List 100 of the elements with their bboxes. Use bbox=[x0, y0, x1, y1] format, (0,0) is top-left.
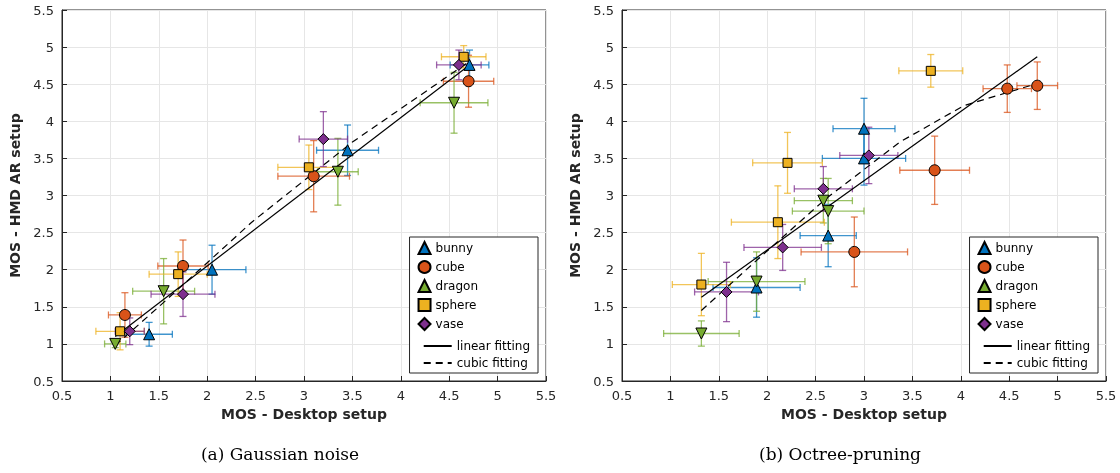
x-tick-label: 1 bbox=[666, 388, 675, 403]
point bbox=[1031, 79, 1044, 92]
x-tick-label: 3 bbox=[299, 388, 309, 403]
legend-label: cubic fitting bbox=[1016, 356, 1088, 370]
legend-label: vase bbox=[435, 317, 464, 331]
point bbox=[143, 328, 156, 341]
y-axis-title: MOS - HMD AR setup bbox=[567, 113, 584, 278]
legend-label: vase bbox=[995, 317, 1024, 331]
y-tick-label: 2 bbox=[45, 262, 54, 278]
y-tick-label: 0.5 bbox=[593, 373, 614, 389]
y-tick-label: 3 bbox=[45, 188, 54, 203]
x-tick-label: 5 bbox=[1053, 388, 1062, 403]
legend-label: cube bbox=[995, 260, 1025, 274]
point bbox=[772, 217, 783, 228]
legend-label: dragon bbox=[995, 279, 1038, 293]
point bbox=[177, 259, 189, 272]
legend-label: sphere bbox=[995, 298, 1037, 312]
legend-label: linear fitting bbox=[456, 339, 531, 353]
y-tick-label: 5 bbox=[45, 39, 54, 55]
y-tick-label: 2.5 bbox=[33, 225, 54, 241]
y-tick-label: 5.5 bbox=[33, 2, 54, 18]
point bbox=[858, 122, 870, 135]
point bbox=[157, 285, 170, 298]
y-tick-label: 4.5 bbox=[33, 76, 54, 92]
point bbox=[750, 275, 763, 288]
legend-label: sphere bbox=[435, 298, 477, 312]
x-tick-label: 5.5 bbox=[1095, 388, 1117, 403]
y-tick-label: 0.5 bbox=[33, 373, 54, 389]
y-tick-label: 3.5 bbox=[33, 150, 54, 166]
point bbox=[118, 308, 131, 321]
x-tick-label: 4.5 bbox=[998, 388, 1020, 403]
x-tick-label: 2.5 bbox=[805, 388, 826, 403]
x-tick-label: 1.5 bbox=[148, 388, 170, 403]
point bbox=[317, 133, 330, 146]
y-tick-label: 3.5 bbox=[593, 150, 614, 166]
x-tick-label: 5.5 bbox=[535, 388, 557, 403]
x-tick-label: 3.5 bbox=[902, 388, 923, 403]
x-tick-label: 5 bbox=[493, 388, 502, 403]
y-tick-label: 1.5 bbox=[593, 299, 614, 315]
point bbox=[177, 288, 189, 301]
point bbox=[452, 58, 465, 71]
point bbox=[307, 170, 320, 183]
y-tick-label: 2.5 bbox=[593, 225, 614, 241]
point bbox=[928, 164, 941, 177]
point bbox=[696, 279, 707, 290]
point bbox=[782, 157, 793, 168]
point bbox=[822, 205, 835, 218]
point bbox=[1001, 82, 1014, 95]
point bbox=[463, 58, 476, 71]
point bbox=[817, 182, 830, 195]
x-tick-label: 4.5 bbox=[438, 388, 460, 403]
point bbox=[462, 75, 475, 88]
legend-label: dragon bbox=[435, 279, 478, 293]
x-tick-label: 3 bbox=[859, 388, 869, 403]
point bbox=[822, 229, 835, 242]
point bbox=[720, 285, 733, 298]
x-tick-label: 4 bbox=[396, 388, 405, 403]
x-tick-label: 2 bbox=[203, 388, 212, 403]
legend-label: cubic fitting bbox=[456, 356, 528, 370]
point bbox=[173, 269, 184, 280]
y-tick-label: 1.5 bbox=[33, 299, 54, 315]
y-axis-title: MOS - HMD AR setup bbox=[7, 113, 24, 278]
point bbox=[448, 96, 461, 109]
y-tick-label: 4 bbox=[605, 113, 614, 129]
legend-label: bunny bbox=[435, 241, 474, 255]
text: (a) Gaussian noise bbox=[200, 443, 360, 464]
y-tick-label: 1 bbox=[605, 336, 614, 352]
y-tick-label: 1 bbox=[45, 336, 54, 352]
point bbox=[303, 162, 314, 173]
x-tick-label: 1.5 bbox=[708, 388, 730, 403]
legend-label: linear fitting bbox=[1016, 339, 1091, 353]
y-tick-label: 4.5 bbox=[593, 76, 614, 92]
legend-label: cube bbox=[435, 260, 465, 274]
y-tick-label: 4 bbox=[45, 113, 54, 129]
point bbox=[848, 245, 861, 258]
y-tick-label: 2 bbox=[605, 262, 614, 278]
x-axis-title: MOS - Desktop setup bbox=[221, 406, 387, 422]
point bbox=[695, 327, 708, 340]
legend-label: bunny bbox=[995, 241, 1034, 255]
x-tick-label: 2 bbox=[763, 388, 772, 403]
point bbox=[123, 325, 136, 338]
x-tick-label: 4 bbox=[956, 388, 965, 403]
point bbox=[206, 263, 219, 276]
y-tick-label: 3 bbox=[605, 188, 614, 203]
point bbox=[817, 194, 830, 207]
text: (b) Octree-pruning bbox=[758, 443, 922, 464]
point bbox=[109, 337, 122, 350]
y-tick-label: 5.5 bbox=[593, 2, 614, 18]
x-axis-title: MOS - Desktop setup bbox=[781, 406, 947, 422]
point bbox=[776, 241, 789, 254]
point bbox=[862, 149, 875, 162]
point bbox=[925, 65, 936, 76]
x-tick-label: 2.5 bbox=[245, 388, 266, 403]
y-tick-label: 5 bbox=[605, 39, 614, 55]
point bbox=[331, 165, 344, 178]
point bbox=[341, 144, 354, 157]
x-tick-label: 3.5 bbox=[342, 388, 363, 403]
point bbox=[458, 51, 469, 62]
x-tick-label: 1 bbox=[106, 388, 115, 403]
point bbox=[115, 326, 126, 337]
